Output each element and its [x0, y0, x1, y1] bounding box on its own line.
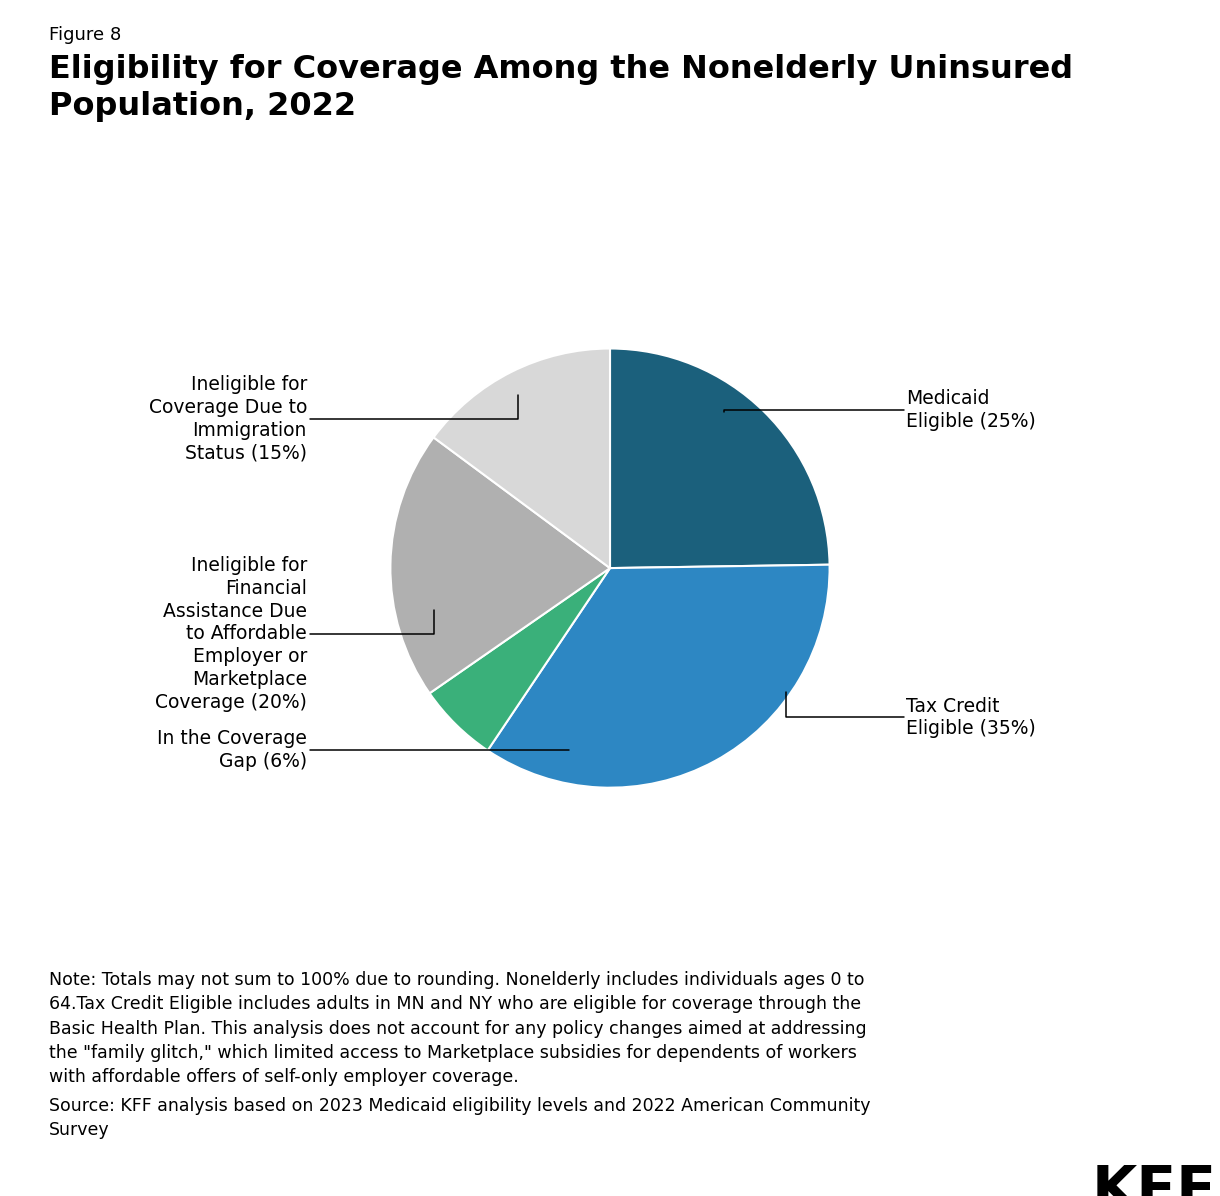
Text: Ineligible for
Financial
Assistance Due
to Affordable
Employer or
Marketplace
Co: Ineligible for Financial Assistance Due …: [155, 556, 307, 712]
Text: In the Coverage
Gap (6%): In the Coverage Gap (6%): [157, 730, 307, 771]
Text: Ineligible for
Coverage Due to
Immigration
Status (15%): Ineligible for Coverage Due to Immigrati…: [149, 376, 307, 463]
Text: Medicaid
Eligible (25%): Medicaid Eligible (25%): [906, 389, 1036, 431]
Wedge shape: [488, 565, 830, 788]
Text: Eligibility for Coverage Among the Nonelderly Uninsured
Population, 2022: Eligibility for Coverage Among the Nonel…: [49, 54, 1072, 122]
Wedge shape: [390, 438, 610, 694]
Wedge shape: [429, 568, 610, 750]
Text: Source: KFF analysis based on 2023 Medicaid eligibility levels and 2022 American: Source: KFF analysis based on 2023 Medic…: [49, 1097, 870, 1139]
Text: Note: Totals may not sum to 100% due to rounding. Nonelderly includes individual: Note: Totals may not sum to 100% due to …: [49, 971, 866, 1086]
Text: Figure 8: Figure 8: [49, 26, 121, 44]
Text: Tax Credit
Eligible (35%): Tax Credit Eligible (35%): [906, 696, 1036, 738]
Wedge shape: [433, 348, 610, 568]
Wedge shape: [610, 348, 830, 568]
Text: KFF: KFF: [1092, 1163, 1216, 1196]
